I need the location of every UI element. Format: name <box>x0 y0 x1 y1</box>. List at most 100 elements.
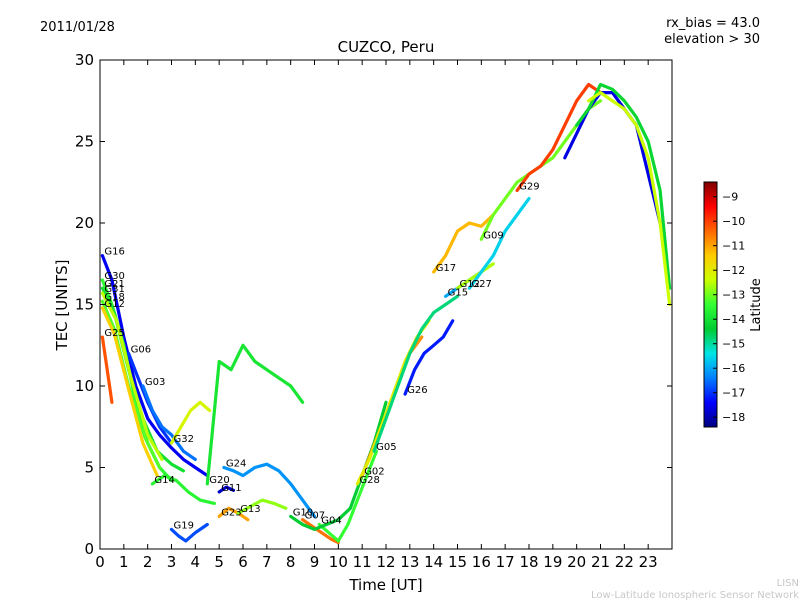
series-label-g04: G04 <box>321 516 341 527</box>
colorbar-tick-label: −17 <box>722 387 745 400</box>
series-label-g05: G05 <box>376 442 396 453</box>
x-tick-label: 11 <box>353 553 372 571</box>
series-line-g29-29 <box>515 82 603 192</box>
x-axis: 0 1 2 3 4 5 6 7 8 9 10 11 12 13 14 15 16 17 18 19 20 21 22 23 <box>95 60 658 571</box>
footer-network: Low-Latitude Ionospheric Sensor Network <box>591 590 799 600</box>
x-tick-label: 0 <box>95 553 105 571</box>
series-label-g21: G21 <box>104 279 124 290</box>
y-tick-label: 20 <box>75 214 94 232</box>
series-label-g32: G32 <box>174 434 194 445</box>
series-line-g27-27 <box>467 197 531 290</box>
x-tick-label: 4 <box>191 553 201 571</box>
series-line-g16-0 <box>100 254 209 478</box>
series-line-g03-8 <box>141 384 197 461</box>
series-label-g26: G26 <box>407 385 427 396</box>
series-line-unlabeled-30 <box>563 90 662 225</box>
y-axis-label: TEC [UNITS] <box>53 260 71 352</box>
rx-bias-label: rx_bias = 43.0 <box>666 16 760 31</box>
series-line-g26-23 <box>403 319 455 396</box>
series-label-g25: G25 <box>104 328 124 339</box>
x-tick-label: 6 <box>238 553 248 571</box>
series-line-unlabeled-32 <box>586 90 672 307</box>
series-label-g14: G14 <box>154 475 174 486</box>
series-line-g14-10 <box>150 474 216 505</box>
series-label-g11: G11 <box>221 483 241 494</box>
series-label-g02: G02 <box>364 467 384 478</box>
elevation-label: elevation > 30 <box>664 32 760 47</box>
chart-title: CUZCO, Peru <box>338 38 435 56</box>
series-line-g11-14 <box>217 485 236 494</box>
x-tick-label: 2 <box>143 553 153 571</box>
series-label-g06: G06 <box>131 344 151 355</box>
y-tick-label: 30 <box>75 51 94 69</box>
series-label-g12: G12 <box>460 279 480 290</box>
x-tick-label: 20 <box>567 553 586 571</box>
colorbar-tick-label: −16 <box>722 362 745 375</box>
colorbar-label: Latitude <box>749 278 764 332</box>
series-line-g24-13 <box>222 462 317 519</box>
colorbar-tick-label: −11 <box>722 240 745 253</box>
series-line-g04-18 <box>317 449 379 543</box>
x-tick-label: 12 <box>376 553 395 571</box>
x-tick-label: 3 <box>167 553 177 571</box>
x-tick-label: 1 <box>119 553 129 571</box>
x-tick-label: 17 <box>496 553 515 571</box>
x-tick-label: 7 <box>262 553 272 571</box>
colorbar-tick-label: −15 <box>722 338 745 351</box>
series-line-g25-6 <box>100 335 114 404</box>
series-label-g07: G07 <box>305 511 325 522</box>
series-label-g19: G19 <box>174 520 194 531</box>
series-label-g09: G09 <box>483 230 503 241</box>
footer-lisn: LISN <box>777 578 799 589</box>
series-label-g13: G13 <box>240 504 260 515</box>
colorbar-tick-label: −12 <box>722 264 745 277</box>
y-tick-label: 10 <box>75 377 94 395</box>
series-line-g20-12 <box>205 343 305 486</box>
x-tick-label: 5 <box>214 553 224 571</box>
y-tick-label: 15 <box>75 296 94 314</box>
series-label-g20: G20 <box>209 475 229 486</box>
y-axis: 0 5 10 15 20 25 30 <box>75 51 672 558</box>
x-tick-label: 10 <box>329 553 348 571</box>
series-label-g10: G10 <box>293 507 313 518</box>
series-label-g15: G15 <box>448 287 468 298</box>
series-line-g12-5 <box>100 306 159 478</box>
series-label-g28: G28 <box>359 475 379 486</box>
series-line-g19-11 <box>169 522 209 543</box>
colorbar <box>703 181 718 428</box>
series-label-g23: G23 <box>221 507 241 518</box>
plot-frame <box>99 59 673 550</box>
x-tick-label: 8 <box>286 553 296 571</box>
x-tick-label: 21 <box>591 553 610 571</box>
series-line-g13-16 <box>236 498 288 515</box>
date-label: 2011/01/28 <box>40 20 115 35</box>
x-tick-label: 19 <box>543 553 562 571</box>
colorbar-tick-label: −14 <box>722 313 745 326</box>
colorbar-tick-label: −18 <box>722 411 745 424</box>
series-label-g03: G03 <box>145 377 165 388</box>
series-line-g31-3 <box>100 291 164 461</box>
series-label-g18: G18 <box>104 292 124 303</box>
series-layer <box>100 82 672 545</box>
series-line-g23-15 <box>217 506 250 522</box>
series-label-g30: G30 <box>104 271 124 282</box>
y-tick-label: 0 <box>84 540 94 558</box>
series-label-g29: G29 <box>519 181 539 192</box>
series-label-g31: G31 <box>104 284 124 295</box>
series-label-g16: G16 <box>104 247 124 258</box>
x-tick-label: 13 <box>400 553 419 571</box>
series-line-g05-22 <box>372 294 460 453</box>
colorbar-ticks: −9 −10 −11 −12 −13 −14 −15 −16 −17 −18 <box>713 191 745 424</box>
series-label-layer: G16G30G21G31G18G12G25G06G03G32G14G19G20G… <box>104 181 539 531</box>
x-tick-label: 18 <box>519 553 538 571</box>
y-tick-label: 25 <box>75 133 94 151</box>
series-line-unlabeled-31 <box>575 82 672 290</box>
x-tick-label: 9 <box>310 553 320 571</box>
x-tick-label: 22 <box>615 553 634 571</box>
series-label-g12: G12 <box>104 299 124 310</box>
series-line-g32-9 <box>169 400 212 445</box>
y-tick-label: 5 <box>84 459 94 477</box>
x-tick-label: 15 <box>448 553 467 571</box>
series-label-g24: G24 <box>226 459 246 470</box>
